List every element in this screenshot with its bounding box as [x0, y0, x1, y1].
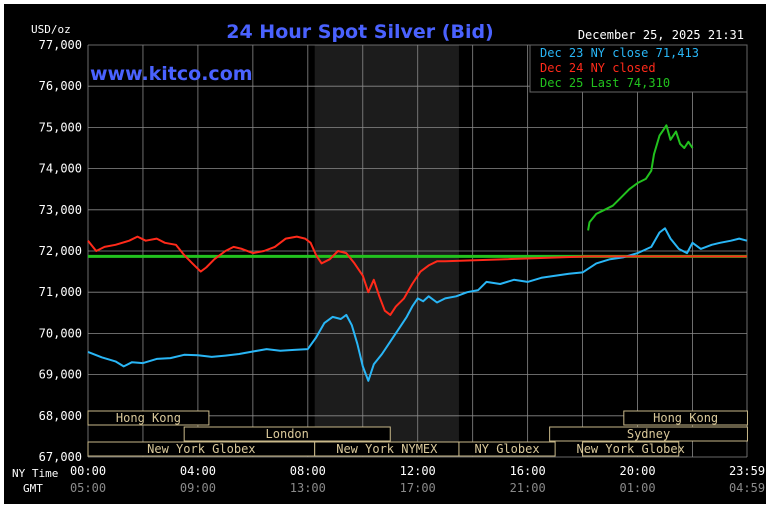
y-tick-label: 75,000: [39, 120, 82, 134]
legend-entry-dec-24: Dec 24 NY closed: [540, 61, 656, 75]
session-label: Hong Kong: [116, 411, 181, 425]
grid: [87, 44, 748, 458]
price-series: [87, 124, 748, 382]
legend-entry-dec-25: Dec 25 Last 74,310: [540, 76, 670, 90]
y-tick-label: 74,000: [39, 162, 82, 176]
legend-entry-dec-23: Dec 23 NY close 71,413: [540, 46, 699, 60]
session-label: Sydney: [627, 427, 670, 441]
session-box: [582, 441, 680, 457]
session-label: New York NYMEX: [336, 442, 438, 456]
series-line-0: [87, 227, 748, 382]
session-label: Hong Kong: [653, 411, 718, 425]
y-tick-label: 70,000: [39, 326, 82, 340]
session-box: [458, 441, 556, 457]
session-box: [623, 410, 748, 426]
y-axis-label: USD/oz: [31, 23, 71, 36]
x-tick-label-gmt: 01:00: [619, 481, 655, 495]
session-label: NY Globex: [475, 442, 540, 456]
y-tick-label: 69,000: [39, 368, 82, 382]
x-tick-label-ny: 08:00: [290, 464, 326, 478]
session-label: London: [266, 427, 309, 441]
kitco-watermark: www.kitco.com: [90, 63, 253, 85]
timestamp: December 25, 2025 21:31: [578, 28, 744, 42]
chart-title: 24 Hour Spot Silver (Bid): [226, 21, 493, 43]
x-tick-label-gmt: 05:00: [70, 481, 106, 495]
y-axis-ticks: 77,000 76,000 75,000 74,000 73,000 72,000 71,0…: [39, 38, 82, 464]
ny-time-label: NY Time: [12, 467, 58, 480]
session-box: [87, 410, 210, 426]
session-label: New York Globex: [147, 442, 255, 456]
series-line-2: [587, 124, 694, 231]
legend-box: [529, 44, 748, 93]
x-tick-label-gmt: 04:59: [729, 481, 765, 495]
y-tick-label: 72,000: [39, 244, 82, 258]
legend: Dec 23 NY close 71,413 Dec 24 NY closed …: [529, 44, 748, 93]
x-tick-label-ny: 04:00: [180, 464, 216, 478]
x-tick-label-ny: 20:00: [619, 464, 655, 478]
y-tick-label: 67,000: [39, 450, 82, 464]
y-tick-label: 68,000: [39, 409, 82, 423]
x-tick-label-gmt: 17:00: [400, 481, 436, 495]
y-tick-label: 71,000: [39, 285, 82, 299]
y-tick-label: 77,000: [39, 38, 82, 52]
x-tick-label-ny: 12:00: [400, 464, 436, 478]
x-tick-label-ny: 16:00: [510, 464, 546, 478]
market-sessions: Hong Kong London New York Globex New York N…: [87, 410, 748, 457]
x-tick-label-gmt: 09:00: [180, 481, 216, 495]
x-tick-label-gmt: 13:00: [290, 481, 326, 495]
session-label: New York Globex: [576, 442, 684, 456]
y-tick-label: 73,000: [39, 203, 82, 217]
x-tick-label-ny: 23:59: [729, 464, 765, 478]
session-box: [549, 426, 748, 442]
x-axis-ticks: 00:00 05:00 04:00 09:00 08:00 13:00 12:00 17:00…: [70, 464, 765, 495]
session-box: [183, 426, 391, 442]
series-line-1: [87, 235, 747, 316]
y-tick-label: 76,000: [39, 79, 82, 93]
gmt-label: GMT: [23, 482, 43, 495]
x-tick-label-gmt: 21:00: [510, 481, 546, 495]
x-tick-label-ny: 00:00: [70, 464, 106, 478]
